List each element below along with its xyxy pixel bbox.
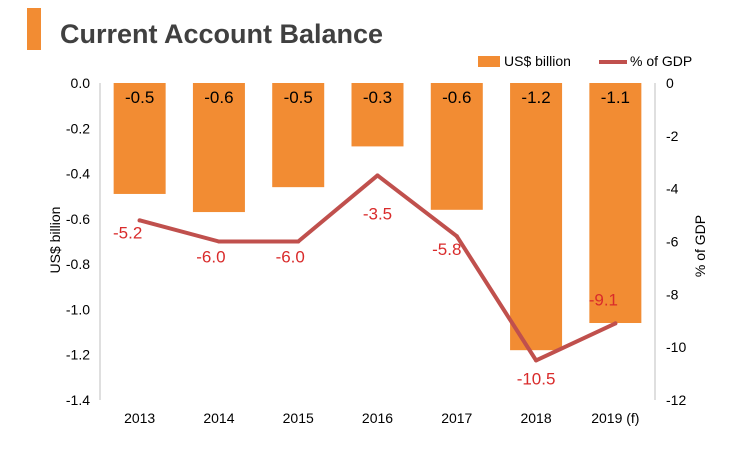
bar-series <box>113 83 642 351</box>
line-series <box>137 173 618 363</box>
chart-title: Current Account Balance <box>60 19 383 49</box>
bar <box>351 83 404 147</box>
y-tick-label-right: -10 <box>666 339 686 355</box>
legend-bar-swatch <box>478 56 500 67</box>
legend-line-label: % of GDP <box>630 53 692 69</box>
line-data-label: -6.0 <box>196 248 225 267</box>
bar <box>430 83 483 210</box>
bar <box>272 83 325 188</box>
x-tick-label: 2014 <box>203 410 234 426</box>
bar <box>589 83 642 324</box>
bar-data-label: -1.2 <box>521 88 550 107</box>
line-point <box>534 358 539 363</box>
y-tick-label-left: 0.0 <box>71 75 91 91</box>
x-tick-label: 2015 <box>283 410 314 426</box>
bar-data-label: -0.6 <box>204 88 233 107</box>
y-tick-label-left: -1.0 <box>66 301 90 317</box>
line-data-label: -6.0 <box>276 248 305 267</box>
bar <box>113 83 166 194</box>
y-tick-label-left: -0.4 <box>66 166 90 182</box>
axes: 0.0 -0.2 -0.4 -0.6 -0.8 -1.0 -1.2 -1.4 0 -2 -4 -6 -8… <box>66 75 687 426</box>
line-point <box>375 173 380 178</box>
legend: US$ billion % of GDP <box>478 53 692 69</box>
legend-bar-label: US$ billion <box>504 53 571 69</box>
y-tick-label-left: -1.2 <box>66 347 90 363</box>
y-tick-label-left: -0.8 <box>66 256 90 272</box>
bar-data-label: -0.3 <box>363 88 392 107</box>
line-data-label: -5.8 <box>432 240 461 259</box>
y-tick-label-right: -6 <box>666 234 679 250</box>
y-tick-label-right: 0 <box>666 75 674 91</box>
y-tick-label-right: -8 <box>666 286 679 302</box>
y-tick-label-left: -0.2 <box>66 120 90 136</box>
line-point <box>613 321 618 326</box>
line-data-label: -9.1 <box>589 290 618 309</box>
y-axis-title-left: US$ billion <box>47 207 63 274</box>
line-point <box>296 239 301 244</box>
y-tick-label-right: -4 <box>666 181 679 197</box>
x-tick-label: 2016 <box>362 410 393 426</box>
x-tick-label: 2013 <box>124 410 155 426</box>
title-accent-bar <box>27 8 41 50</box>
line-data-label: -5.2 <box>113 223 142 242</box>
y-axis-title-right: % of GDP <box>692 215 708 277</box>
bar-data-label: -1.1 <box>601 88 630 107</box>
line-data-label: -10.5 <box>517 369 556 388</box>
y-tick-label-right: -12 <box>666 392 686 408</box>
line-data-label: -3.5 <box>363 204 392 223</box>
y-tick-label-left: -0.6 <box>66 211 90 227</box>
x-tick-label: 2017 <box>441 410 472 426</box>
bar <box>192 83 245 213</box>
line-point <box>454 234 459 239</box>
bar-data-label: -0.5 <box>125 88 154 107</box>
data-labels: -0.5 -0.6 -0.5 -0.3 -0.6 -1.2 -1.1 -5.2 -6.0 -6.0… <box>113 88 630 388</box>
bar <box>510 83 563 351</box>
bar-data-label: -0.5 <box>284 88 313 107</box>
line-point <box>216 239 221 244</box>
x-tick-label: 2019 (f) <box>591 410 639 426</box>
bar-data-label: -0.6 <box>442 88 471 107</box>
x-tick-label: 2018 <box>520 410 551 426</box>
line-point <box>137 218 142 223</box>
y-tick-label-right: -2 <box>666 128 679 144</box>
y-tick-label-left: -1.4 <box>66 392 90 408</box>
